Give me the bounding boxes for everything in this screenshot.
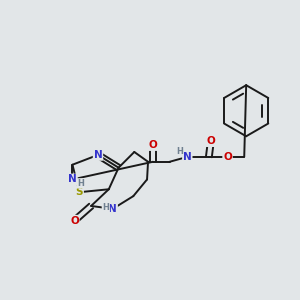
- Text: N: N: [94, 150, 102, 160]
- Text: O: O: [206, 136, 215, 146]
- Text: H: H: [77, 179, 84, 188]
- Text: O: O: [70, 216, 79, 226]
- Text: N: N: [183, 152, 192, 162]
- Text: N: N: [108, 204, 117, 214]
- Text: H: H: [102, 203, 109, 212]
- Text: N: N: [68, 174, 77, 184]
- Text: O: O: [148, 140, 157, 150]
- Text: H: H: [176, 148, 183, 157]
- Text: S: S: [76, 187, 83, 197]
- Text: O: O: [223, 152, 232, 162]
